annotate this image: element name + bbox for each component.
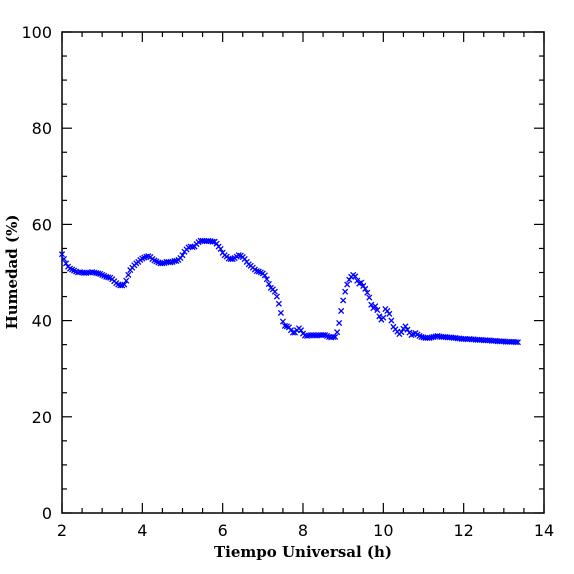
y-tick-label: 0 (42, 504, 52, 523)
data-point-marker (167, 259, 174, 266)
data-point-marker (372, 303, 379, 310)
x-axis-title: Tiempo Universal (h) (214, 543, 392, 561)
data-point-marker (368, 301, 375, 308)
data-point-marker (277, 309, 284, 316)
data-point-marker (189, 243, 196, 251)
data-point-marker (125, 271, 132, 278)
data-point-marker (336, 319, 343, 327)
axis-ticks (61, 31, 545, 514)
data-point-marker (330, 333, 337, 341)
x-tick-label: 12 (453, 521, 473, 540)
data-point-marker (398, 329, 405, 336)
data-point-marker (340, 297, 347, 304)
data-point-marker (362, 285, 369, 292)
data-point-marker (265, 280, 272, 288)
data-point-marker (380, 314, 387, 321)
data-point-marker (263, 276, 270, 283)
data-point-marker (402, 323, 409, 330)
data-point-marker (271, 288, 278, 295)
tick-labels: 2 4 6 8 10 12 14 0 20 40 60 80 100 (21, 23, 554, 540)
data-point-marker (358, 279, 365, 286)
data-point-marker (279, 318, 286, 325)
data-point-marker (512, 339, 519, 346)
plot-frame (61, 31, 545, 514)
data-point-marker (388, 317, 395, 324)
y-tick-label: 100 (21, 23, 52, 42)
y-tick-label: 60 (32, 215, 52, 234)
data-point-marker (60, 255, 68, 263)
data-point-marker (334, 329, 341, 336)
data-point-marker (58, 251, 66, 258)
data-point-marker (179, 252, 186, 259)
data-point-marker (376, 313, 383, 320)
data-point-marker (235, 252, 242, 259)
data-point-marker (105, 274, 112, 281)
data-markers (58, 237, 521, 346)
data-point-marker (344, 281, 351, 288)
data-point-marker (209, 238, 216, 245)
data-point-marker (352, 273, 359, 280)
data-point-marker (261, 272, 268, 279)
data-point-marker (366, 294, 373, 301)
data-point-marker (342, 288, 349, 295)
data-point-marker (217, 245, 224, 252)
data-point-marker (159, 260, 166, 267)
data-point-marker (364, 289, 371, 296)
y-tick-label: 40 (32, 312, 52, 331)
data-point-marker (374, 306, 381, 314)
data-point-marker (297, 327, 305, 334)
data-point-marker (281, 322, 288, 329)
data-point-marker (253, 267, 260, 275)
x-tick-label: 10 (373, 521, 393, 540)
data-point-marker (386, 310, 393, 317)
data-point-marker (514, 339, 521, 346)
data-point-marker (289, 329, 297, 336)
x-tick-label: 8 (298, 521, 308, 540)
y-tick-label: 20 (32, 408, 52, 427)
data-point-marker (95, 270, 102, 277)
data-point-marker (123, 277, 130, 284)
data-point-marker (62, 260, 70, 267)
x-tick-label: 14 (534, 521, 554, 540)
data-point-marker (332, 333, 339, 341)
y-tick-label: 80 (32, 119, 52, 138)
data-point-marker (273, 293, 280, 300)
x-tick-label: 4 (137, 521, 147, 540)
data-point-marker (121, 281, 128, 288)
x-tick-label: 6 (218, 521, 228, 540)
data-point-marker (275, 300, 282, 307)
y-axis-title: Humedad (%) (3, 215, 21, 330)
data-point-marker (338, 307, 345, 315)
x-tick-label: 2 (57, 521, 67, 540)
